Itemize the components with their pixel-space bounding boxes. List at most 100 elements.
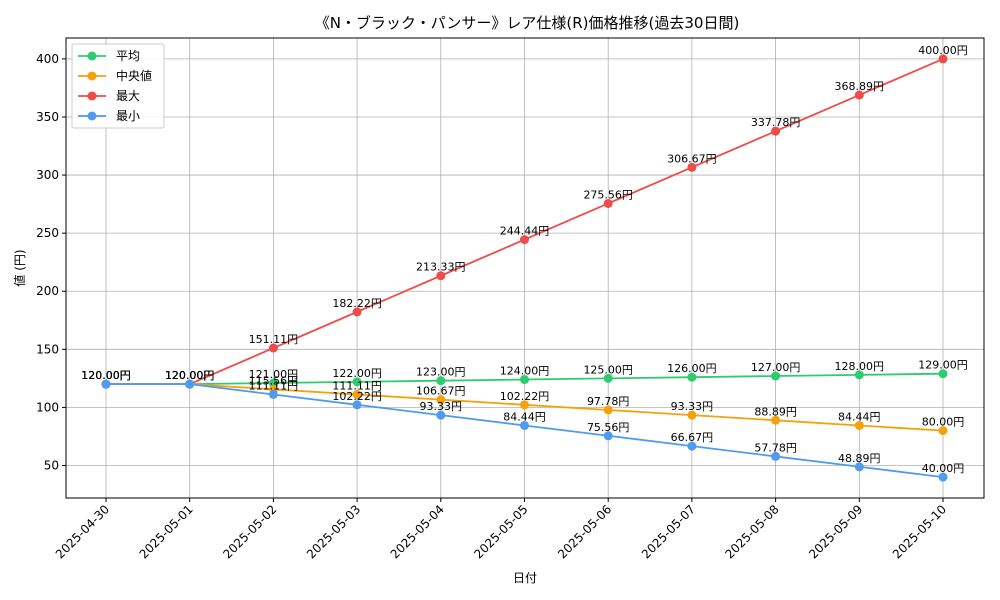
- data-point: [603, 405, 613, 415]
- data-point: [854, 90, 864, 100]
- data-point: [771, 451, 781, 461]
- data-point: [854, 420, 864, 430]
- data-point: [268, 378, 278, 388]
- data-point: [436, 410, 446, 420]
- data-point: [352, 377, 362, 387]
- y-tick-label: 400: [36, 52, 59, 66]
- data-label: 182.22円: [332, 297, 382, 310]
- data-label: 400.00円: [918, 44, 968, 57]
- data-label: 111.11円: [332, 379, 382, 392]
- data-point: [854, 370, 864, 380]
- data-label: 84.44円: [838, 410, 881, 423]
- y-tick-label: 300: [36, 168, 59, 182]
- data-label: 120.00円: [81, 369, 131, 382]
- x-tick-label: 2025-04-30: [53, 502, 112, 561]
- data-label: 115.56円: [249, 374, 299, 387]
- data-label: 120.00円: [81, 369, 131, 382]
- x-axis-label: 日付: [513, 571, 537, 585]
- legend-label: 最大: [116, 89, 140, 103]
- y-tick-label: 150: [36, 342, 59, 356]
- series-layer: [101, 54, 948, 482]
- data-label: 123.00円: [416, 366, 466, 379]
- data-point: [185, 379, 195, 389]
- x-tick-label: 2025-05-05: [471, 502, 530, 561]
- legend-label: 中央値: [116, 68, 152, 83]
- data-point: [101, 379, 111, 389]
- data-labels: 120.00円 120.00円 121.00円 122.00円 123.00円 124.0…: [81, 44, 968, 475]
- y-tick-label: 350: [36, 110, 59, 124]
- data-point: [268, 343, 278, 353]
- data-point: [771, 415, 781, 425]
- data-point: [687, 162, 697, 172]
- data-label: 127.00円: [751, 361, 801, 374]
- data-point: [603, 373, 613, 383]
- data-point: [436, 376, 446, 386]
- x-tick-label: 2025-05-09: [806, 502, 865, 561]
- x-tick-label: 2025-05-02: [220, 502, 279, 561]
- data-point: [603, 198, 613, 208]
- legend-marker: [87, 71, 97, 81]
- data-label: 66.67円: [671, 431, 714, 444]
- data-point: [520, 375, 529, 385]
- data-label: 126.00円: [667, 362, 717, 375]
- data-label: 213.33円: [416, 261, 466, 274]
- data-label: 40.00円: [922, 462, 965, 475]
- data-label: 122.00円: [332, 367, 382, 380]
- x-tick-label: 2025-05-01: [137, 502, 196, 561]
- legend-label: 平均: [116, 49, 140, 63]
- data-point: [938, 369, 948, 379]
- data-label: 337.78円: [751, 116, 801, 129]
- data-label: 111.11円: [249, 379, 299, 392]
- data-label: 120.00円: [165, 369, 215, 382]
- data-label: 129.00円: [918, 359, 968, 372]
- data-point: [520, 400, 529, 410]
- data-label: 120.00円: [81, 369, 131, 382]
- data-point: [520, 420, 529, 430]
- data-point: [771, 126, 781, 136]
- data-label: 75.56円: [587, 421, 630, 434]
- data-point: [854, 462, 864, 472]
- data-point: [436, 395, 446, 405]
- data-point: [687, 372, 697, 382]
- x-tick-label: 2025-05-08: [723, 502, 782, 561]
- data-label: 128.00円: [835, 360, 885, 373]
- data-label: 368.89円: [835, 80, 885, 93]
- data-point: [687, 410, 697, 420]
- x-axis-ticks: 2025-04-30 2025-05-01 2025-05-02 2025-05-03…: [53, 498, 949, 561]
- data-label: 88.89円: [754, 405, 797, 418]
- data-label: 102.22円: [500, 390, 550, 403]
- data-label: 93.33円: [671, 400, 714, 413]
- y-tick-label: 250: [36, 226, 59, 240]
- data-point: [352, 389, 362, 399]
- data-label: 102.22円: [332, 390, 382, 403]
- legend-label: 最小: [116, 109, 140, 123]
- data-label: 120.00円: [165, 369, 215, 382]
- data-label: 80.00円: [922, 416, 965, 429]
- data-label: 93.33円: [420, 400, 463, 413]
- legend-marker: [87, 51, 97, 61]
- data-point: [268, 389, 278, 399]
- data-point: [436, 271, 446, 281]
- data-point: [687, 441, 697, 451]
- data-point: [938, 54, 948, 64]
- data-label: 120.00円: [165, 369, 215, 382]
- data-point: [352, 307, 362, 317]
- y-axis-ticks: 50 100 150 200 250 300 350 400: [36, 52, 66, 472]
- data-label: 57.78円: [754, 441, 797, 454]
- data-label: 48.89円: [838, 452, 881, 465]
- data-point: [352, 400, 362, 410]
- x-tick-label: 2025-05-06: [555, 502, 614, 561]
- data-label: 120.00円: [165, 369, 215, 382]
- legend-marker: [87, 111, 97, 121]
- data-label: 124.00円: [500, 365, 550, 378]
- data-point: [603, 431, 613, 441]
- data-label: 121.00円: [249, 368, 299, 381]
- data-label: 97.78円: [587, 395, 630, 408]
- data-point: [520, 235, 529, 245]
- data-label: 244.44円: [500, 225, 550, 238]
- data-label: 84.44円: [503, 410, 546, 423]
- legend-marker: [87, 91, 97, 101]
- data-point: [771, 371, 781, 381]
